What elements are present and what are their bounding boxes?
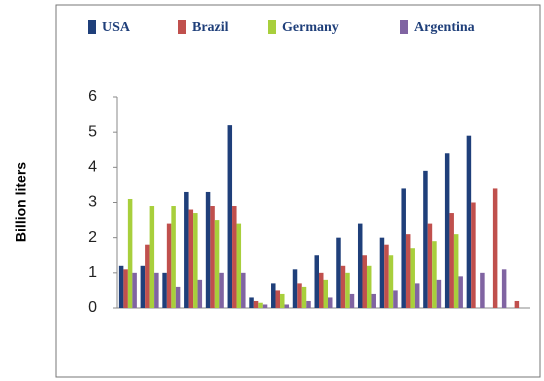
bar (118, 265, 124, 308)
bar (241, 272, 246, 308)
chart-border (55, 4, 541, 378)
bar (328, 297, 333, 308)
bar (492, 188, 498, 308)
bar (219, 272, 224, 308)
bar (306, 300, 311, 308)
bar (514, 300, 520, 308)
bar (410, 248, 415, 308)
bar (210, 206, 215, 308)
bar (175, 286, 181, 308)
bar (171, 206, 176, 308)
legend-swatch (400, 20, 408, 34)
bar (232, 206, 237, 308)
bar (258, 302, 263, 308)
bar (227, 125, 233, 308)
legend-swatch (178, 20, 186, 34)
bar (236, 223, 242, 308)
y-tick-label: 6 (88, 88, 97, 105)
bar (384, 244, 389, 308)
y-tick-label: 1 (88, 264, 97, 281)
bar (197, 279, 203, 308)
bar (405, 234, 411, 308)
bar (393, 290, 398, 308)
bar (436, 279, 442, 308)
bar (449, 213, 454, 308)
bar (323, 279, 328, 308)
bar (345, 272, 350, 308)
bar (349, 293, 355, 308)
bar (280, 293, 285, 308)
bar (388, 255, 394, 308)
bar (453, 234, 459, 308)
legend-swatch (88, 20, 96, 34)
bar (314, 255, 319, 308)
bar (501, 269, 507, 308)
legend-swatch (268, 20, 276, 34)
bar (184, 191, 189, 308)
legend-label: Brazil (192, 20, 229, 35)
bar (466, 135, 472, 308)
legend-label: Germany (282, 20, 339, 35)
bar (432, 241, 437, 308)
bar (271, 283, 276, 308)
bar (275, 290, 281, 308)
bar (205, 191, 211, 308)
bar (123, 269, 128, 308)
bar (284, 304, 290, 308)
bar (423, 170, 428, 308)
bar (371, 293, 376, 308)
bar (127, 198, 133, 308)
bar (301, 286, 307, 308)
bar (340, 265, 346, 308)
bar (188, 209, 194, 308)
bar (427, 223, 433, 308)
bar (149, 206, 155, 308)
bar (249, 297, 254, 308)
bar (132, 272, 137, 308)
bar (253, 300, 259, 308)
y-tick-label: 4 (88, 159, 97, 176)
bar (140, 265, 146, 308)
bar (145, 244, 150, 308)
y-tick-label: 2 (88, 229, 97, 246)
bar (297, 283, 302, 308)
bar (319, 272, 324, 308)
bar (458, 276, 463, 308)
bar (154, 272, 159, 308)
bar (480, 272, 485, 308)
bar (336, 237, 341, 308)
bar (379, 237, 385, 308)
bar (262, 304, 268, 308)
legend-label: Argentina (414, 20, 475, 35)
bar (166, 223, 172, 308)
bar (414, 283, 420, 308)
bar (357, 223, 363, 308)
bar (444, 153, 450, 308)
bar (214, 220, 220, 308)
bar (162, 272, 167, 308)
y-tick-label: 3 (88, 194, 97, 211)
bar (362, 255, 367, 308)
y-tick-label: 0 (88, 299, 97, 316)
bar (401, 188, 406, 308)
bar (292, 269, 298, 308)
bar (366, 265, 372, 308)
legend-label: USA (102, 20, 131, 35)
y-axis-label: Billion liters (13, 162, 29, 242)
bar (193, 213, 198, 308)
y-tick-label: 5 (88, 123, 97, 140)
bar (471, 202, 476, 308)
